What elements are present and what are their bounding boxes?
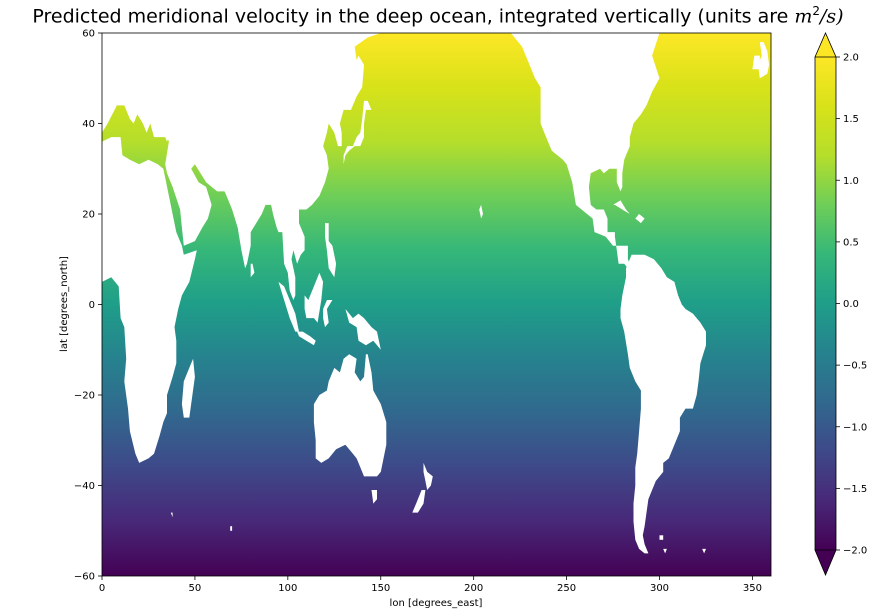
colorbar-tick-label: 1.5 <box>843 114 859 125</box>
colorbar-bottom-extend <box>815 550 836 575</box>
y-tick-label: 0 <box>89 300 95 311</box>
colorbar-tick-label: 1.0 <box>843 176 859 187</box>
x-axis-label: lon [degrees_east] <box>390 598 483 609</box>
y-tick-label: −60 <box>74 572 95 583</box>
x-tick-label: 200 <box>464 583 483 594</box>
y-tick-label: 20 <box>82 210 95 221</box>
x-tick-label: 50 <box>189 583 202 594</box>
y-tick-label: 60 <box>82 29 95 40</box>
land-polygon <box>230 526 232 531</box>
land-polygon <box>660 535 664 540</box>
colorbar-tick-label: 0.0 <box>843 299 859 310</box>
colorbar-tick-label: −0.5 <box>843 361 867 372</box>
colorbar: −2.0 −1.5 −1.0 −0.5 0.0 0.5 1.0 1.5 2.0 <box>815 33 867 575</box>
colorbar-ticks: −2.0 −1.5 −1.0 −0.5 0.0 0.5 1.0 1.5 2.0 <box>836 53 867 557</box>
x-tick-label: 100 <box>278 583 297 594</box>
x-tick-label: 0 <box>99 583 105 594</box>
colorbar-tick-label: 0.5 <box>843 237 859 248</box>
y-tick-label: −20 <box>74 391 95 402</box>
x-tick-label: 300 <box>650 583 669 594</box>
x-axis: 0 50 100 150 200 250 300 350 <box>99 576 762 594</box>
colorbar-gradient <box>815 57 836 550</box>
y-axis-label: lat [degrees_north] <box>59 256 70 352</box>
colorbar-top-extend <box>815 33 836 57</box>
colorbar-tick-label: −1.5 <box>843 484 867 495</box>
plot-area <box>102 33 771 576</box>
x-tick-label: 150 <box>371 583 390 594</box>
x-tick-label: 350 <box>743 583 762 594</box>
y-tick-label: −40 <box>74 481 95 492</box>
colorbar-tick-label: −1.0 <box>843 422 867 433</box>
colorbar-tick-label: 2.0 <box>843 53 859 64</box>
x-tick-label: 250 <box>557 583 576 594</box>
colorbar-tick-label: −2.0 <box>843 546 867 557</box>
y-axis: −60 −40 −20 0 20 40 60 <box>74 29 102 583</box>
y-tick-label: 40 <box>82 119 95 130</box>
